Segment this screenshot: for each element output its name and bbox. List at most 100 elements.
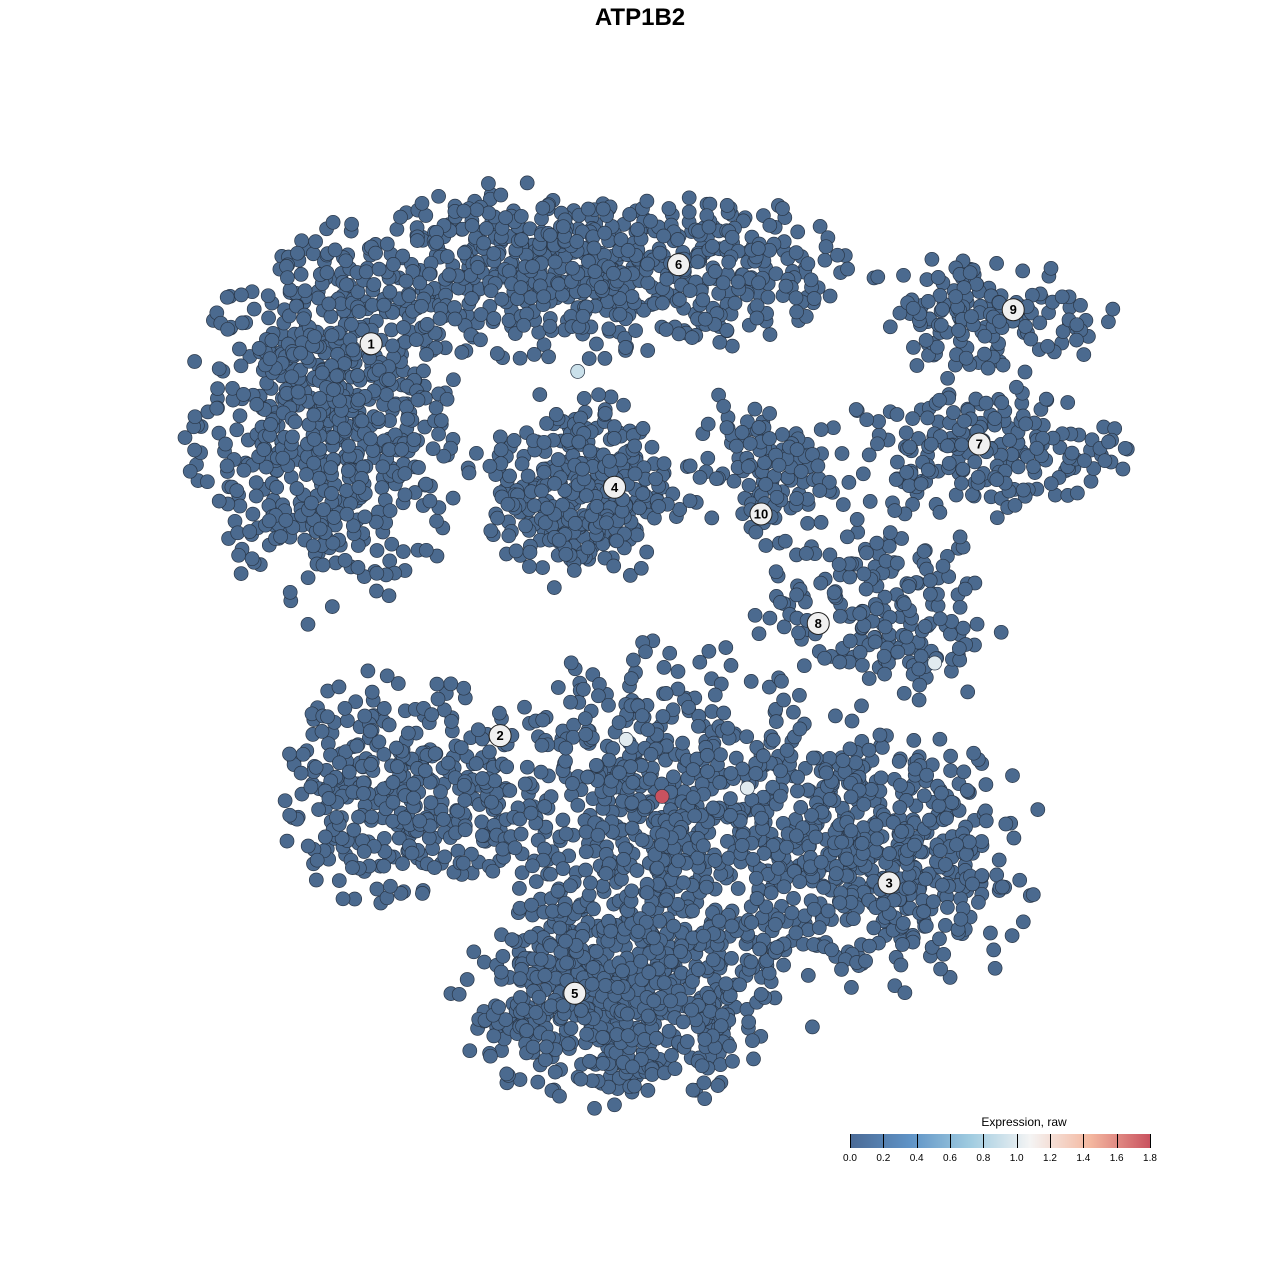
cell-point xyxy=(290,245,305,261)
cell-point xyxy=(818,765,834,781)
cell-point xyxy=(323,309,339,324)
cell-point xyxy=(422,266,437,282)
cell-point xyxy=(940,370,955,386)
cell-point xyxy=(309,852,325,868)
cell-point xyxy=(394,442,410,457)
cluster-label-1: 1 xyxy=(359,332,383,356)
cell-point xyxy=(773,595,788,610)
cell-point xyxy=(656,228,671,244)
cell-point xyxy=(705,800,721,816)
cell-point xyxy=(843,789,859,805)
cell-point xyxy=(760,289,776,305)
cell-point xyxy=(440,755,456,771)
cell-point xyxy=(1064,445,1080,461)
cell-point xyxy=(749,310,765,326)
cell-point xyxy=(400,411,415,427)
cell-point xyxy=(418,476,434,492)
cell-point xyxy=(816,880,832,895)
cell-point xyxy=(752,941,768,957)
cell-point xyxy=(754,810,769,826)
cell-point xyxy=(525,259,540,274)
cell-point xyxy=(922,573,938,588)
cell-point xyxy=(260,288,276,304)
cell-point xyxy=(527,498,542,513)
cell-point xyxy=(584,976,600,992)
cell-point xyxy=(682,493,698,509)
cell-point xyxy=(993,624,1009,640)
cell-point xyxy=(856,796,872,812)
cell-point xyxy=(954,437,970,453)
cell-point xyxy=(211,361,227,377)
cell-point xyxy=(335,891,351,907)
cell-point xyxy=(590,827,606,843)
cell-point xyxy=(796,658,812,674)
cell-point xyxy=(249,397,265,412)
cell-point xyxy=(834,446,850,461)
cell-point xyxy=(806,901,822,917)
cell-point xyxy=(364,809,379,825)
cell-point xyxy=(768,564,784,580)
cell-point xyxy=(275,450,291,466)
cell-point xyxy=(530,1074,546,1090)
cell-point xyxy=(862,494,878,509)
cell-point xyxy=(640,1008,656,1024)
cell-point xyxy=(938,918,953,933)
cell-point xyxy=(1073,297,1088,313)
colorbar-tick-label: 0.6 xyxy=(943,1153,957,1164)
cell-point xyxy=(616,852,631,867)
cell-point xyxy=(751,275,766,291)
cell-point xyxy=(320,709,335,725)
cell-point xyxy=(826,420,841,436)
cell-point xyxy=(817,252,833,268)
cell-point xyxy=(876,648,892,664)
cell-point xyxy=(495,948,511,964)
cell-point xyxy=(579,1026,594,1042)
cluster-label-3: 3 xyxy=(877,871,901,895)
cell-point xyxy=(520,468,536,484)
cell-point xyxy=(492,705,507,721)
cell-point xyxy=(273,529,288,544)
cell-point xyxy=(805,750,821,766)
cell-point xyxy=(211,493,227,509)
cell-point xyxy=(905,411,920,426)
cell-point xyxy=(587,1100,602,1116)
cell-point xyxy=(656,975,672,991)
cell-point xyxy=(513,280,529,295)
cell-point xyxy=(740,459,756,475)
cell-point xyxy=(625,775,641,790)
cell-point xyxy=(1018,416,1034,432)
cell-point xyxy=(358,264,374,280)
cell-point xyxy=(704,510,720,526)
cell-point xyxy=(282,282,298,298)
cell-point xyxy=(800,515,815,531)
cell-point xyxy=(379,236,395,252)
cell-point xyxy=(517,776,533,792)
cell-point xyxy=(854,698,869,714)
cell-point xyxy=(512,971,528,987)
cell-point xyxy=(555,219,571,235)
cell-point xyxy=(299,467,314,482)
cell-point xyxy=(896,267,911,283)
cell-point xyxy=(1083,473,1099,489)
cell-point xyxy=(457,822,473,838)
cell-point xyxy=(994,395,1010,410)
cell-point xyxy=(486,311,502,326)
cell-point xyxy=(800,968,816,983)
cell-point xyxy=(464,218,480,233)
cell-point xyxy=(582,1053,597,1069)
cell-point xyxy=(692,470,708,485)
cell-point xyxy=(991,852,1007,868)
cell-point xyxy=(501,263,517,279)
cell-point xyxy=(484,794,499,810)
cell-point xyxy=(762,327,778,342)
cell-point xyxy=(741,1014,757,1030)
cell-point xyxy=(745,851,761,867)
cell-point xyxy=(414,298,429,314)
cell-point xyxy=(475,828,490,843)
cell-point xyxy=(595,1056,611,1071)
cell-point xyxy=(684,330,700,345)
cell-point xyxy=(629,527,645,543)
cell-point xyxy=(242,524,258,539)
cell-point xyxy=(317,829,333,845)
cell-point xyxy=(716,705,732,721)
